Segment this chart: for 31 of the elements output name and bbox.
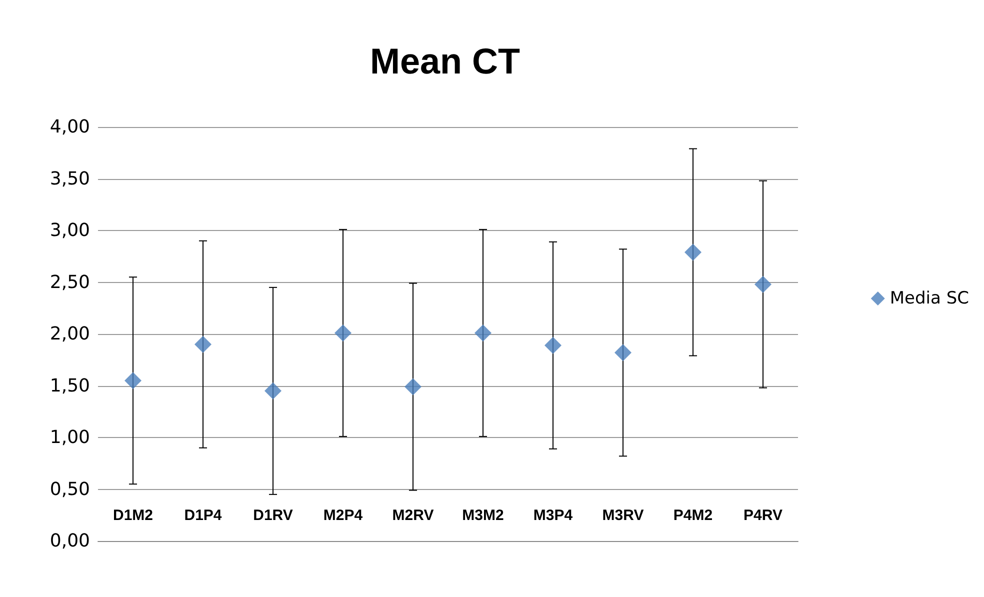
x-tick-label: M3M2	[462, 507, 504, 524]
y-tick-label: 1,00	[50, 427, 90, 448]
y-tick-label: 3,00	[50, 220, 90, 241]
point	[684, 244, 702, 261]
x-tick-label: M2P4	[323, 507, 364, 524]
point	[334, 324, 352, 342]
y-tick-label: 3,50	[50, 168, 90, 190]
point	[124, 372, 142, 390]
x-tick-label: M2RV	[392, 507, 434, 524]
y-tick-label: 2,00	[50, 324, 90, 344]
point	[544, 336, 562, 354]
y-tick-label: 1,50	[50, 375, 90, 396]
x-tick-label: P4M2	[673, 507, 713, 524]
y-tick-label: 4,00	[50, 116, 90, 138]
point	[264, 382, 282, 400]
y-tick-label: 0,00	[50, 530, 90, 552]
x-tick-label: M3P4	[533, 507, 574, 524]
point	[194, 336, 212, 353]
y-tick-label: 0,50	[50, 478, 90, 500]
x-tick-label: D1RV	[253, 507, 293, 524]
y-tick-label: 2,50	[50, 272, 90, 293]
point	[474, 324, 492, 342]
x-tick-label: P4RV	[744, 507, 782, 524]
legend-label: Media SC	[890, 288, 969, 308]
x-tick-label: D1P4	[184, 507, 222, 524]
x-tick-label: D1M2	[112, 507, 154, 524]
x-tick-label: M3RV	[602, 507, 644, 524]
point	[614, 344, 632, 362]
chart-title: Mean CT	[370, 40, 520, 82]
point	[404, 378, 422, 396]
point	[754, 276, 772, 293]
